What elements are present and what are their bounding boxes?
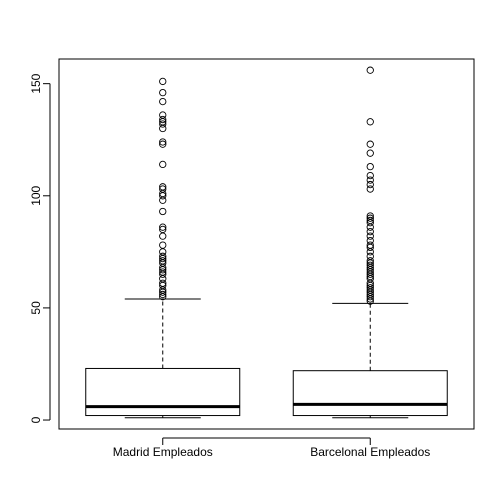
outlier-point <box>366 212 374 220</box>
outlier-point <box>159 185 167 193</box>
outlier-point <box>366 149 374 157</box>
y-tick-label: 50 <box>29 301 43 315</box>
plot-frame <box>58 58 475 430</box>
box-group-1 <box>85 77 241 419</box>
y-tick-label: 150 <box>29 73 43 93</box>
outlier-point <box>366 118 374 126</box>
outlier-point <box>159 160 167 169</box>
outlier-point <box>366 171 374 180</box>
outlier-point <box>159 111 167 119</box>
outlier-point <box>366 252 374 260</box>
outlier-point <box>159 115 167 124</box>
outlier-point <box>159 223 167 231</box>
outlier-point <box>366 140 374 148</box>
outlier-point <box>366 228 374 236</box>
outlier-point <box>159 241 167 249</box>
outlier-point <box>366 214 374 222</box>
x-axis: Madrid Empleados Barcelonal Empleados <box>113 437 430 459</box>
boxes <box>85 66 448 419</box>
outlier-point <box>366 176 374 184</box>
x-tick-label: Madrid Empleados <box>113 445 213 459</box>
outlier-point <box>159 77 167 86</box>
outlier-point <box>366 216 374 225</box>
outlier-point <box>159 232 167 240</box>
iqr-box <box>292 370 448 417</box>
outlier-point <box>366 284 374 292</box>
outlier-point <box>366 257 374 265</box>
iqr-box <box>85 367 241 417</box>
outlier-point <box>159 140 167 148</box>
outlier-point <box>159 138 167 146</box>
outlier-point <box>366 180 374 189</box>
outlier-point <box>366 236 374 245</box>
outlier-point <box>366 185 374 193</box>
outlier-point <box>159 207 167 216</box>
outlier-point <box>159 257 167 265</box>
outlier-point <box>366 66 374 74</box>
outlier-point <box>159 279 167 287</box>
outlier-point <box>159 290 167 299</box>
outlier-point <box>366 241 374 249</box>
outlier-point <box>159 183 167 191</box>
outlier-point <box>159 252 167 260</box>
outlier-point <box>366 162 374 171</box>
y-tick-label: 100 <box>29 185 43 205</box>
outlier-point <box>366 232 374 240</box>
outlier-point <box>159 248 167 256</box>
outlier-point <box>159 225 167 234</box>
outlier-point <box>159 88 167 97</box>
outlier-point <box>159 120 167 128</box>
box-group-2 <box>292 66 448 419</box>
outlier-point <box>159 97 167 106</box>
y-tick-label: 0 <box>29 416 43 423</box>
y-axis: 0 50 100 150 <box>29 73 51 423</box>
outlier-point <box>366 261 374 269</box>
outlier-point <box>159 268 167 276</box>
x-tick-label: Barcelonal Empleados <box>310 445 430 459</box>
